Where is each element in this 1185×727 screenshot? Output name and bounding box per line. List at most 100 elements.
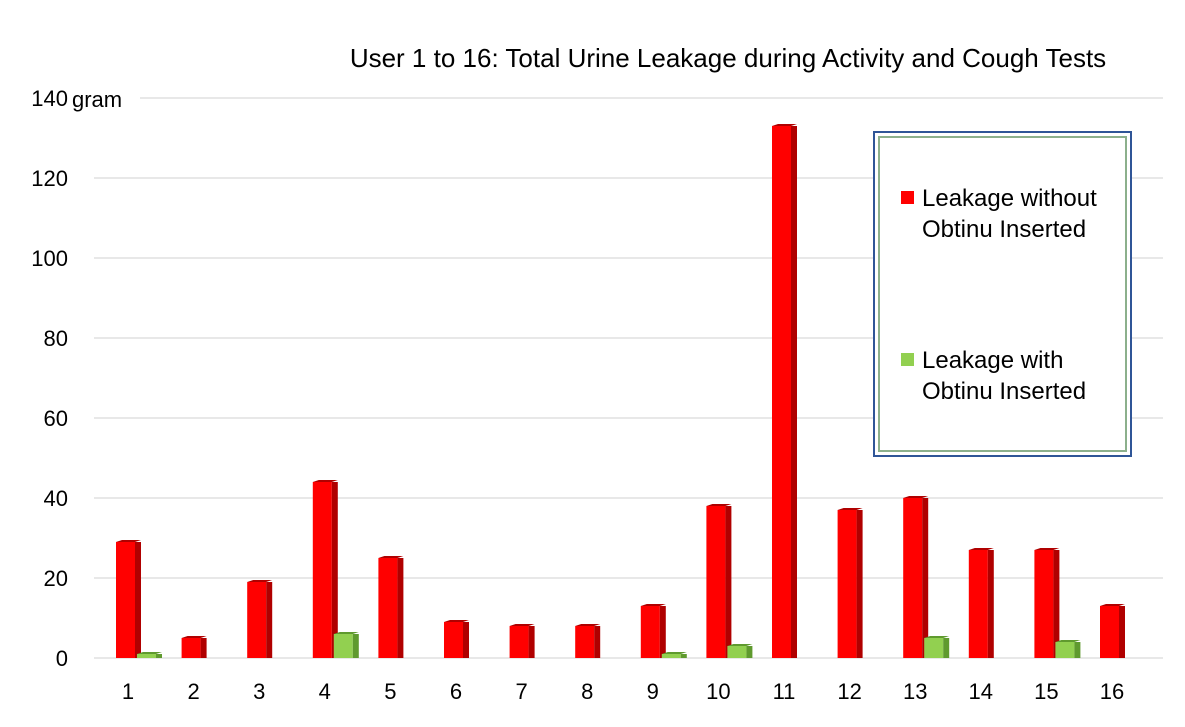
bar-top-without-4 [312,480,338,482]
x-tick-label-9: 9 [647,679,659,704]
x-tick-label-12: 12 [837,679,861,704]
bar-without-12 [837,510,857,658]
bar-without-15 [1034,550,1054,658]
bar-top-without-5 [378,556,404,558]
legend-label-with-line2: Obtinu Inserted [922,378,1087,405]
bar-with-9 [661,654,681,658]
bar-without-11 [772,126,791,658]
x-tick-label-7: 7 [515,679,527,704]
bar-side-with-15 [1074,642,1081,658]
x-tick-label-16: 16 [1100,679,1124,704]
bars [116,124,1125,658]
y-tick-label-0: 0 [56,646,68,671]
bar-without-9 [640,606,660,658]
bar-side-without-12 [856,510,863,658]
bar-top-with-9 [661,652,687,654]
bar-top-without-1 [116,540,141,542]
bar-top-without-14 [968,548,994,550]
bar-top-with-13 [924,636,950,638]
bar-without-16 [1100,606,1119,658]
bar-side-without-4 [331,482,338,658]
bar-side-with-9 [680,654,687,658]
bar-top-without-11 [772,124,797,126]
bar-side-without-15 [1053,550,1060,658]
legend: Leakage without Obtinu Inserted Leakage … [873,131,1132,457]
bar-top-without-16 [1100,604,1125,606]
y-axis-unit-label: gram [72,87,122,112]
x-tick-label-14: 14 [969,679,993,704]
legend-swatch-red [901,191,914,204]
x-tick-label-13: 13 [903,679,927,704]
x-tick-label-5: 5 [384,679,396,704]
bar-side-with-1 [156,654,162,658]
bar-without-3 [247,582,267,658]
bar-side-without-2 [200,638,207,658]
y-tick-label-20: 20 [44,566,68,591]
bar-top-without-10 [706,504,732,506]
bar-top-with-1 [137,652,162,654]
bar-without-7 [509,626,529,658]
bar-top-without-3 [247,580,273,582]
bar-top-without-8 [575,624,601,626]
x-axis: 1 2 3 4 5 6 7 8 9 10 11 12 13 14 15 16 [122,679,1124,704]
bar-top-without-15 [1034,548,1060,550]
bar-side-with-4 [352,634,359,658]
x-tick-label-10: 10 [706,679,730,704]
bar-side-without-9 [659,606,666,658]
x-tick-label-2: 2 [187,679,199,704]
bar-with-15 [1055,642,1075,658]
x-tick-label-1: 1 [122,679,134,704]
bar-top-with-4 [333,632,359,634]
legend-label-without-line2: Obtinu Inserted [922,216,1087,243]
legend-swatch-green [901,353,914,366]
bar-without-14 [968,550,988,658]
bar-top-without-13 [903,496,929,498]
bar-without-13 [903,498,923,658]
bar-side-with-10 [746,646,753,658]
x-tick-label-6: 6 [450,679,462,704]
bar-side-without-1 [135,542,141,658]
bar-with-13 [924,638,944,658]
legend-label-without-line1: Leakage without [922,185,1097,212]
bar-side-without-7 [528,626,535,658]
bar-without-1 [116,542,135,658]
bar-side-without-8 [594,626,601,658]
bar-top-without-6 [444,620,469,622]
bar-side-without-16 [1119,606,1125,658]
x-tick-label-15: 15 [1034,679,1058,704]
bar-side-without-3 [266,582,273,658]
x-tick-label-8: 8 [581,679,593,704]
legend-label-with-line1: Leakage with [922,347,1064,374]
bar-without-5 [378,558,398,658]
bar-side-without-13 [922,498,929,658]
y-axis: 0 20 40 60 80 100 120 140 [31,86,68,671]
bar-side-without-5 [397,558,404,658]
bar-top-without-7 [509,624,535,626]
bar-side-without-6 [463,622,469,658]
bar-side-without-11 [791,126,797,658]
y-tick-label-140: 140 [31,86,68,111]
y-tick-label-100: 100 [31,246,68,271]
bar-side-with-13 [943,638,950,658]
bar-top-without-12 [837,508,863,510]
y-tick-label-40: 40 [44,486,68,511]
bar-top-without-9 [640,604,666,606]
legend-item-without: Leakage without Obtinu Inserted [901,183,1131,245]
x-tick-label-4: 4 [319,679,331,704]
bar-without-2 [181,638,201,658]
bar-with-4 [333,634,353,658]
bar-top-with-10 [727,644,753,646]
bar-with-10 [727,646,747,658]
bar-without-4 [312,482,332,658]
y-tick-label-60: 60 [44,406,68,431]
bar-without-6 [444,622,463,658]
bar-without-10 [706,506,726,658]
x-tick-label-3: 3 [253,679,265,704]
bar-with-1 [137,654,156,658]
legend-item-with: Leakage with Obtinu Inserted [901,345,1131,407]
chart-title: User 1 to 16: Total Urine Leakage during… [350,43,1106,73]
y-tick-label-80: 80 [44,326,68,351]
bar-side-without-10 [725,506,732,658]
bar-side-without-14 [987,550,994,658]
